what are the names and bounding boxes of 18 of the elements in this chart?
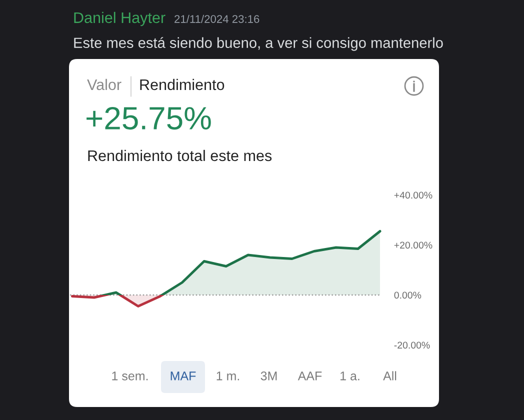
y-tick-label: -20.00% [394, 342, 430, 349]
chart-title: +25.75% [86, 106, 211, 130]
chart-subtitle: Rendimiento total este mes [88, 150, 272, 162]
text: Daniel Hayter [74, 12, 166, 26]
text: 21/11/2024 23:16 [174, 14, 260, 23]
text: AAF [298, 372, 322, 380]
text: MAF [170, 372, 196, 380]
y-tick-label: +20.00% [394, 242, 432, 249]
y-tick-label: +40.00% [394, 192, 432, 199]
text: 1 a. [340, 372, 360, 380]
text: Valor [87, 78, 122, 90]
text: 1 sem. [112, 372, 148, 380]
text: All [383, 371, 396, 380]
text: Rendimiento [140, 78, 224, 90]
text: 1 m. [216, 372, 240, 380]
y-tick-label: 0.00% [394, 292, 422, 299]
text: Este mes está siendo bueno, a ver si consigo mantenerlo [74, 37, 443, 51]
text: 3M [260, 372, 277, 380]
